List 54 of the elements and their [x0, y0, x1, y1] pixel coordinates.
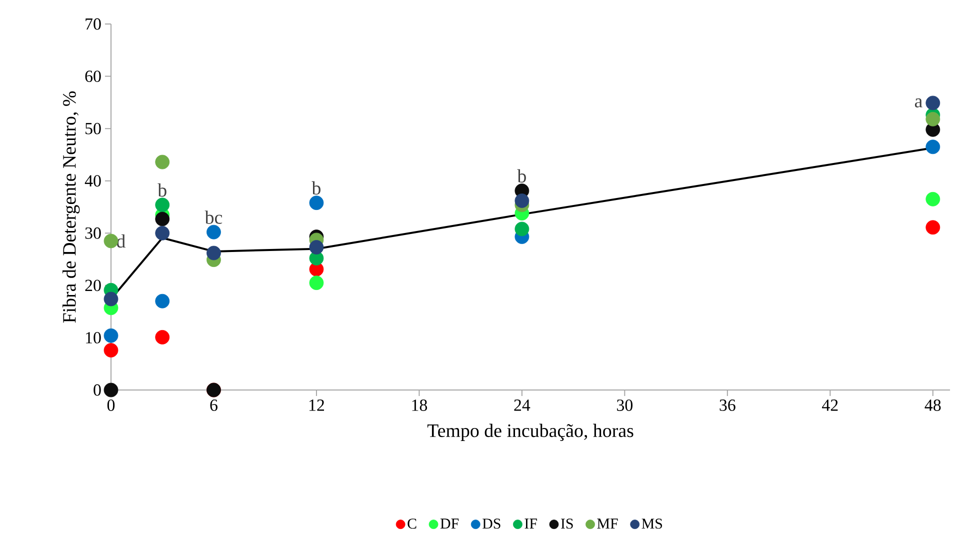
point — [155, 294, 170, 308]
x-tick-label: 18 — [412, 400, 428, 411]
legend-label: IS — [561, 518, 573, 529]
legend-label: DF — [440, 518, 459, 528]
x-tick-label: 0 — [107, 400, 115, 411]
point — [104, 234, 118, 248]
point — [155, 330, 170, 344]
y-tick-label: 50 — [86, 122, 101, 134]
point — [926, 96, 940, 110]
legend-label: MF — [597, 518, 618, 528]
point — [155, 226, 170, 240]
x-tick-label: 36 — [720, 400, 736, 411]
point — [926, 140, 940, 154]
point — [309, 276, 324, 290]
y-axis-title: Fibra de Detergente Neutro, % — [62, 91, 80, 323]
annotation: b — [517, 169, 526, 183]
y-tick-label: 20 — [85, 280, 101, 292]
y-tick-label: 10 — [86, 332, 101, 344]
annotation: a — [914, 98, 922, 108]
y-tick-label: 0 — [94, 384, 101, 396]
point — [926, 112, 940, 126]
x-tick-label: 42 — [822, 400, 838, 411]
y-tick-label: 60 — [85, 70, 101, 82]
y-tick-label: 30 — [85, 227, 101, 239]
point — [155, 154, 170, 170]
legend-label: IF — [524, 518, 537, 528]
y-tick-label: 40 — [84, 175, 101, 187]
annotation: b — [158, 183, 166, 197]
legend-label: MS — [642, 518, 662, 529]
x-tick-label: 24 — [514, 400, 530, 411]
point — [926, 220, 940, 235]
annotation: bc — [204, 210, 222, 224]
point — [514, 194, 530, 208]
point — [104, 382, 118, 398]
x-tick-label: 30 — [617, 400, 633, 411]
point — [309, 196, 324, 210]
annotation: b — [312, 181, 320, 195]
legend-label: DS — [482, 518, 500, 529]
point — [104, 343, 118, 358]
x-tick-label: 12 — [309, 400, 324, 411]
point — [104, 328, 118, 343]
legend-label: C — [408, 518, 416, 529]
point — [206, 246, 221, 260]
x-tick-label: 48 — [924, 400, 941, 411]
point — [104, 292, 118, 306]
point — [309, 240, 324, 254]
x-tick-label: 6 — [210, 400, 218, 411]
point — [155, 212, 170, 226]
point — [514, 222, 530, 236]
point — [155, 198, 170, 212]
y-tick-label: 70 — [86, 18, 101, 30]
point — [206, 224, 221, 240]
point — [926, 192, 940, 206]
x-axis-title: Tempo de incubação, horas — [427, 424, 634, 441]
